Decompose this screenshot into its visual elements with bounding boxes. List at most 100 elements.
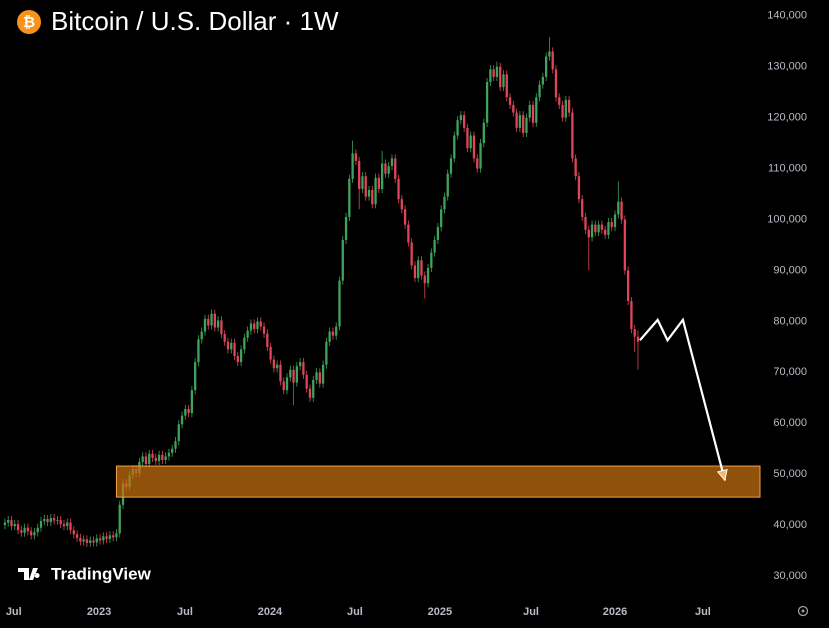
- candle-body: [56, 520, 59, 521]
- candle-body: [154, 457, 157, 461]
- y-tick-label: 120,000: [767, 112, 807, 124]
- candle-body: [98, 538, 102, 541]
- candle-body: [253, 323, 256, 330]
- candle-body: [249, 323, 253, 331]
- candle-body: [167, 452, 171, 457]
- support-zone: [115, 465, 761, 498]
- candle-body: [335, 326, 338, 336]
- candle-body: [59, 520, 62, 525]
- candle-body: [515, 112, 518, 128]
- candle-body: [410, 242, 413, 266]
- candle-body: [508, 97, 512, 105]
- settings-icon[interactable]: [797, 605, 809, 617]
- watermark: TradingView: [51, 564, 152, 583]
- candle-body: [430, 252, 433, 268]
- candle-body: [46, 519, 49, 523]
- candle-body: [344, 216, 348, 240]
- plot-area: [3, 37, 761, 548]
- candle-body: [95, 538, 98, 543]
- candle-body: [102, 536, 105, 541]
- candle-body: [453, 135, 456, 159]
- candle-body: [82, 539, 85, 542]
- candle-body: [230, 342, 233, 350]
- x-tick-label: Jul: [347, 606, 363, 618]
- x-tick-label: Jul: [6, 606, 22, 618]
- candle-body: [325, 341, 328, 365]
- candle-body: [331, 331, 335, 336]
- settings-icon-ring[interactable]: [797, 605, 809, 617]
- candle-body: [207, 318, 210, 326]
- candle-body: [551, 51, 554, 70]
- candle-body: [387, 166, 390, 174]
- candle-body: [390, 158, 394, 167]
- candle-body: [164, 456, 167, 460]
- candle-body: [502, 74, 505, 88]
- x-tick-label: 2026: [603, 606, 627, 618]
- projection-path: [639, 317, 726, 481]
- x-tick-label: 2025: [428, 606, 452, 618]
- candle-body: [610, 222, 613, 228]
- candle-body: [433, 239, 436, 253]
- candle-body: [223, 334, 226, 342]
- candle-body: [361, 176, 364, 189]
- candle-body: [305, 374, 308, 389]
- candle-body: [213, 313, 216, 328]
- candle-body: [177, 424, 180, 442]
- candle-body: [210, 313, 213, 326]
- y-tick-label: 110,000: [768, 162, 807, 174]
- candle-body: [495, 66, 499, 77]
- candle-body: [197, 339, 200, 363]
- candle-body: [443, 196, 446, 210]
- candle-body: [39, 521, 43, 528]
- candle-body: [403, 209, 407, 225]
- candle-body: [440, 209, 443, 228]
- projection-arrowhead: [716, 468, 728, 482]
- candle-body: [226, 341, 230, 350]
- watermark-icon: [18, 568, 40, 580]
- candle-body: [79, 537, 82, 542]
- y-tick-label: 80,000: [773, 315, 807, 327]
- candle-body: [564, 99, 567, 118]
- candle-body: [499, 66, 502, 88]
- candle-body: [23, 527, 26, 533]
- settings-icon-dot[interactable]: [801, 609, 805, 613]
- candle-body: [528, 104, 531, 118]
- candle-body: [312, 379, 315, 398]
- candle-body: [259, 321, 262, 327]
- x-tick-label: Jul: [695, 606, 711, 618]
- candle-body: [144, 456, 148, 465]
- candle-body: [617, 201, 620, 215]
- candle-body: [279, 364, 282, 382]
- candle-body: [239, 349, 243, 363]
- y-tick-label: 40,000: [773, 519, 807, 531]
- candle-body: [623, 219, 627, 271]
- candle-body: [348, 178, 351, 217]
- candle-body: [459, 115, 463, 121]
- candle-body: [574, 158, 577, 177]
- candle-body: [338, 280, 341, 327]
- y-tick-label: 90,000: [773, 264, 807, 276]
- candle-body: [115, 533, 118, 538]
- candle-body: [554, 69, 558, 98]
- candle-body: [233, 342, 236, 357]
- candle-body: [581, 199, 584, 217]
- x-tick-label: 2024: [258, 606, 283, 618]
- chart-title: Bitcoin / U.S. Dollar · 1W: [51, 6, 339, 36]
- candle-body: [184, 408, 187, 416]
- x-tick-label: Jul: [523, 606, 539, 618]
- candle-body: [626, 270, 630, 302]
- candle-body: [371, 189, 374, 205]
- candle-body: [276, 364, 279, 369]
- candle-body: [512, 104, 515, 113]
- candle-body: [256, 321, 259, 330]
- y-tick-label: 130,000: [767, 61, 807, 73]
- candle-body: [613, 214, 617, 228]
- candle-body: [384, 163, 387, 174]
- candle-body: [243, 337, 246, 350]
- candle-body: [62, 524, 66, 527]
- candle-body: [92, 540, 95, 543]
- candle-body: [620, 201, 623, 220]
- candle-body: [489, 69, 492, 83]
